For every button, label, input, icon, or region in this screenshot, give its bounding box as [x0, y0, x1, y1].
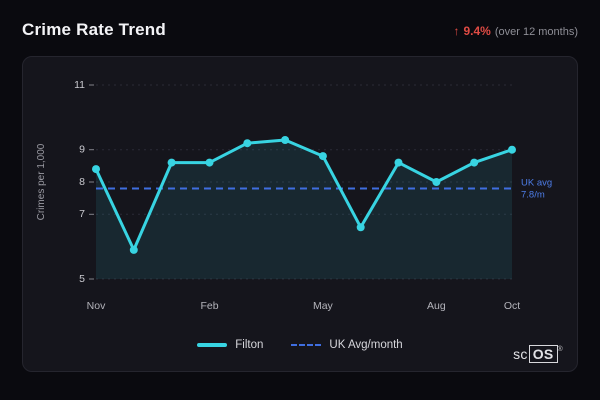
- data-point: [432, 178, 441, 186]
- trend-stat: ↑ 9.4% (over 12 months): [453, 24, 578, 38]
- filton-line-swatch-icon: [197, 343, 228, 347]
- registered-mark-icon: ®: [557, 346, 563, 353]
- trend-value: 9.4%: [463, 24, 491, 38]
- crime-rate-line-chart: 5 7 8 9 11 Nov Feb May Aug Oct Crimes per 1,000 UK …: [36, 79, 552, 312]
- data-point: [318, 152, 327, 161]
- data-point: [281, 136, 290, 144]
- filton-line: [94, 138, 514, 252]
- data-point: [356, 223, 365, 232]
- y-tick-label: 11: [74, 79, 85, 91]
- header: Crime Rate Trend ↑ 9.4% (over 12 months): [22, 20, 578, 40]
- y-tick-label: 5: [79, 273, 85, 285]
- data-point: [92, 165, 100, 174]
- uk-avg-dashed-swatch-icon: [291, 344, 322, 346]
- data-point: [470, 158, 479, 167]
- x-tick-label: Oct: [504, 300, 520, 312]
- legend-label-filton: Filton: [235, 339, 264, 351]
- data-point: [205, 158, 214, 167]
- chart-legend: Filton UK Avg/month: [23, 339, 577, 351]
- legend-label-uk-avg: UK Avg/month: [329, 339, 403, 351]
- data-point: [129, 245, 138, 254]
- x-tick-label: Nov: [87, 300, 106, 312]
- page-title: Crime Rate Trend: [22, 20, 166, 39]
- chart-card: 5 7 8 9 11 Nov Feb May Aug Oct Crimes per 1,000 UK …: [22, 56, 578, 372]
- trend-up-icon: ↑: [453, 24, 460, 38]
- x-tick-label: May: [313, 300, 334, 312]
- legend-item-uk-avg: UK Avg/month: [291, 339, 403, 351]
- y-tick-label: 7: [79, 208, 85, 220]
- uk-avg-annotation-line2: 7.8/m: [521, 190, 545, 201]
- y-tick-label: 9: [79, 143, 85, 155]
- x-tick-label: Aug: [427, 300, 446, 312]
- filton-area-fill: [96, 140, 512, 279]
- data-point: [243, 139, 252, 148]
- trend-caption: (over 12 months): [494, 26, 578, 38]
- logo-prefix: sc: [513, 346, 528, 362]
- y-tick-label: 8: [79, 176, 85, 188]
- x-tick-label: Feb: [200, 300, 218, 312]
- uk-avg-annotation-line1: UK avg: [521, 178, 552, 189]
- y-axis-label: Crimes per 1,000: [36, 143, 47, 220]
- data-point: [508, 145, 516, 154]
- data-point: [394, 158, 403, 167]
- legend-item-filton: Filton: [197, 339, 263, 351]
- logo-boxed-text: OS: [528, 345, 558, 363]
- scos-logo: sc OS ®: [513, 345, 563, 363]
- data-point: [167, 158, 176, 167]
